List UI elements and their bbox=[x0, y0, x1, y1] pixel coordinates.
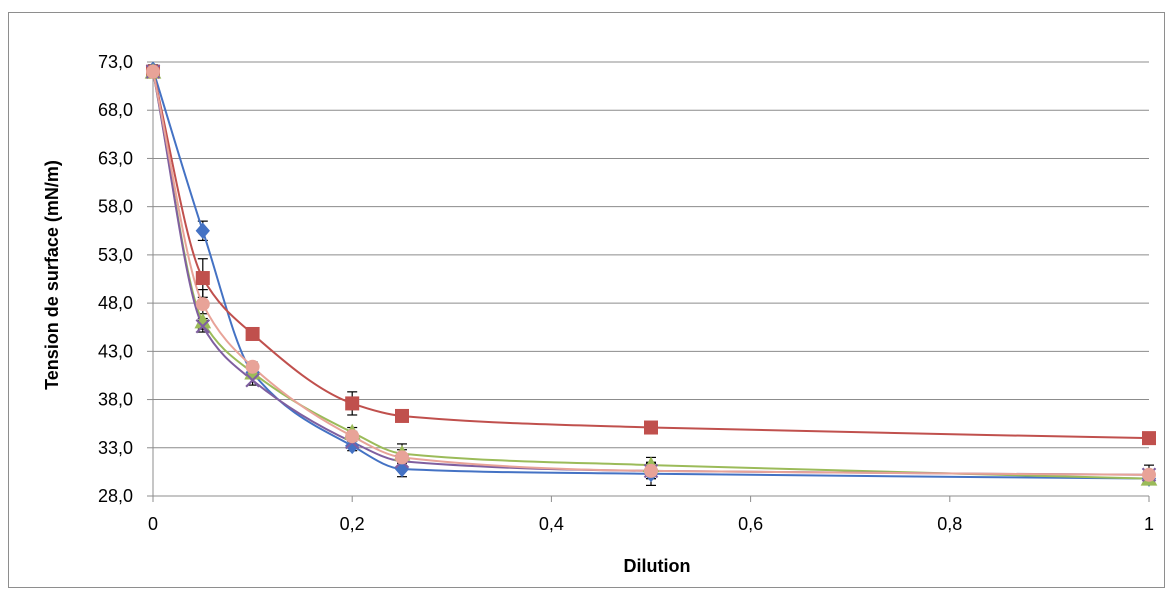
data-point-square bbox=[395, 408, 409, 423]
y-tick-label: 68,0 bbox=[98, 100, 133, 120]
x-tick-label: 0,4 bbox=[539, 514, 564, 534]
series-line bbox=[152, 69, 1150, 480]
data-point-circle bbox=[395, 450, 409, 465]
y-tick-label: 38,0 bbox=[98, 390, 133, 410]
series-line bbox=[152, 71, 1150, 476]
y-tick-label: 48,0 bbox=[98, 293, 133, 313]
y-tick-label: 58,0 bbox=[98, 197, 133, 217]
y-tick-label: 73,0 bbox=[98, 52, 133, 72]
x-tick-labels: 0 0,2 0,4 0,6 0,8 1 bbox=[148, 514, 1154, 534]
series-layer bbox=[152, 69, 1150, 480]
axes-layer bbox=[147, 61, 1150, 502]
x-tick-label: 0,6 bbox=[738, 514, 763, 534]
y-tick-label: 43,0 bbox=[98, 341, 133, 361]
x-tick-label: 1 bbox=[1144, 514, 1154, 534]
data-point-square bbox=[195, 271, 210, 286]
y-axis-title: Tension de surface (mN/m) bbox=[42, 160, 62, 390]
y-tick-label: 33,0 bbox=[98, 438, 133, 458]
data-point-circle bbox=[146, 64, 160, 79]
data-point-x bbox=[195, 318, 211, 334]
data-point-circle bbox=[245, 359, 260, 374]
data-point-diamond bbox=[195, 222, 210, 240]
y-tick-label: 63,0 bbox=[98, 148, 133, 168]
data-point-circle bbox=[195, 297, 210, 312]
data-point-square bbox=[644, 420, 658, 435]
data-point-square bbox=[345, 396, 360, 411]
grid-layer bbox=[153, 61, 1149, 449]
x-tick-label: 0,2 bbox=[340, 514, 365, 534]
data-point-triangle bbox=[194, 312, 212, 329]
x-tick-label: 0 bbox=[148, 514, 158, 534]
marker-layer bbox=[144, 61, 1158, 487]
x-tick-label: 0,8 bbox=[937, 514, 962, 534]
x-axis-title: Dilution bbox=[624, 556, 691, 576]
y-tick-labels: 28,0 33,0 38,0 43,0 48,0 53,0 58,0 63,0 68,0 73,0 bbox=[98, 52, 133, 506]
data-point-x bbox=[245, 372, 260, 388]
data-point-circle bbox=[345, 429, 360, 444]
data-point-square bbox=[245, 326, 260, 341]
data-point-circle bbox=[1142, 467, 1156, 482]
y-tick-label: 28,0 bbox=[98, 486, 133, 506]
data-point-square bbox=[1142, 431, 1156, 446]
data-point-circle bbox=[644, 463, 658, 478]
y-tick-label: 53,0 bbox=[98, 245, 133, 265]
